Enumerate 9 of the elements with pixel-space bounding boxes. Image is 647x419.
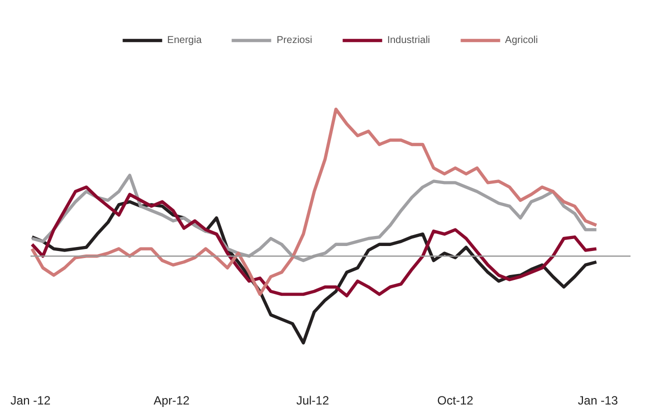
x-tick-label: Jan -13 [578,394,618,408]
x-tick-label: Oct-12 [437,394,474,408]
legend-label: Agricoli [505,34,538,46]
legend-label: Energia [167,34,202,46]
x-tick-label: Apr-12 [154,394,190,408]
x-tick-label: Jul-12 [296,394,330,408]
legend-label: Industriali [387,34,430,46]
x-tick-label: Jan -12 [10,394,51,408]
legend-label: Preziosi [276,34,312,46]
